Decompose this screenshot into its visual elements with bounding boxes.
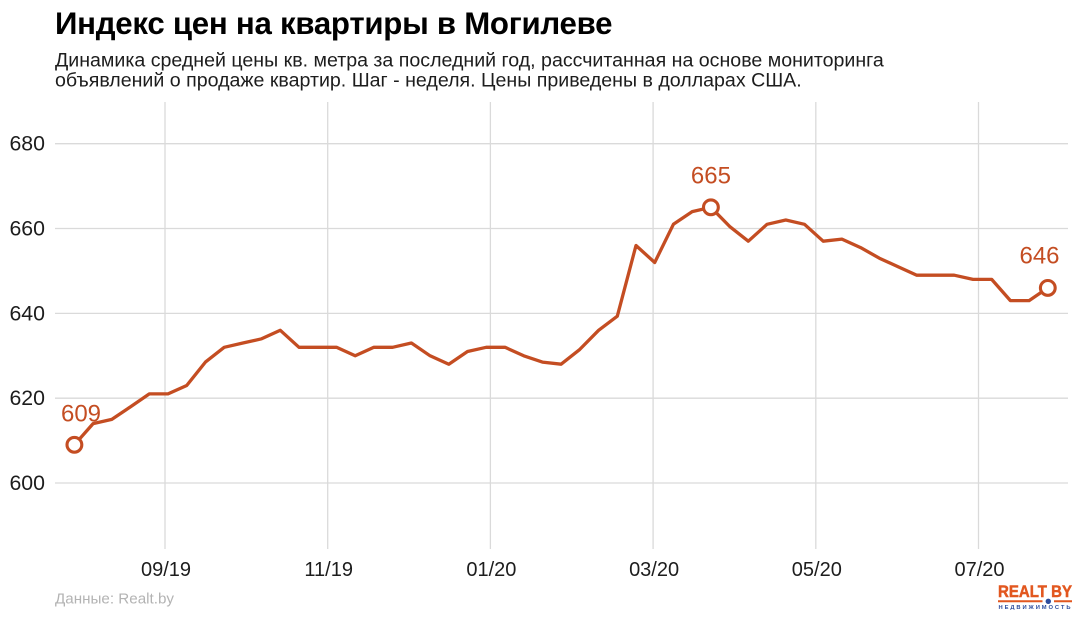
- svg-text:680: 680: [9, 132, 45, 156]
- svg-text:объявлений о продаже квартир.: объявлений о продаже квартир. Шаг - неде…: [55, 70, 802, 92]
- svg-text:Индекс цен на квартиры в Могил: Индекс цен на квартиры в Могилеве: [55, 6, 612, 41]
- svg-text:600: 600: [9, 471, 45, 495]
- svg-text:646: 646: [1019, 243, 1059, 270]
- svg-text:620: 620: [9, 386, 45, 410]
- svg-text:REALT BY: REALT BY: [998, 582, 1072, 601]
- svg-text:Динамика средней цены кв. метр: Динамика средней цены кв. метра за после…: [55, 50, 884, 72]
- svg-text:07/20: 07/20: [954, 559, 1004, 581]
- svg-text:09/19: 09/19: [141, 559, 191, 581]
- svg-text:05/20: 05/20: [792, 559, 842, 581]
- svg-text:01/20: 01/20: [466, 559, 516, 581]
- svg-text:640: 640: [9, 301, 45, 325]
- svg-text:11/19: 11/19: [304, 559, 353, 581]
- svg-text:609: 609: [61, 401, 101, 428]
- svg-text:Данные: Realt.by: Данные: Realt.by: [55, 591, 174, 608]
- svg-text:665: 665: [691, 163, 731, 190]
- svg-text:03/20: 03/20: [629, 559, 679, 581]
- svg-text:660: 660: [9, 217, 45, 241]
